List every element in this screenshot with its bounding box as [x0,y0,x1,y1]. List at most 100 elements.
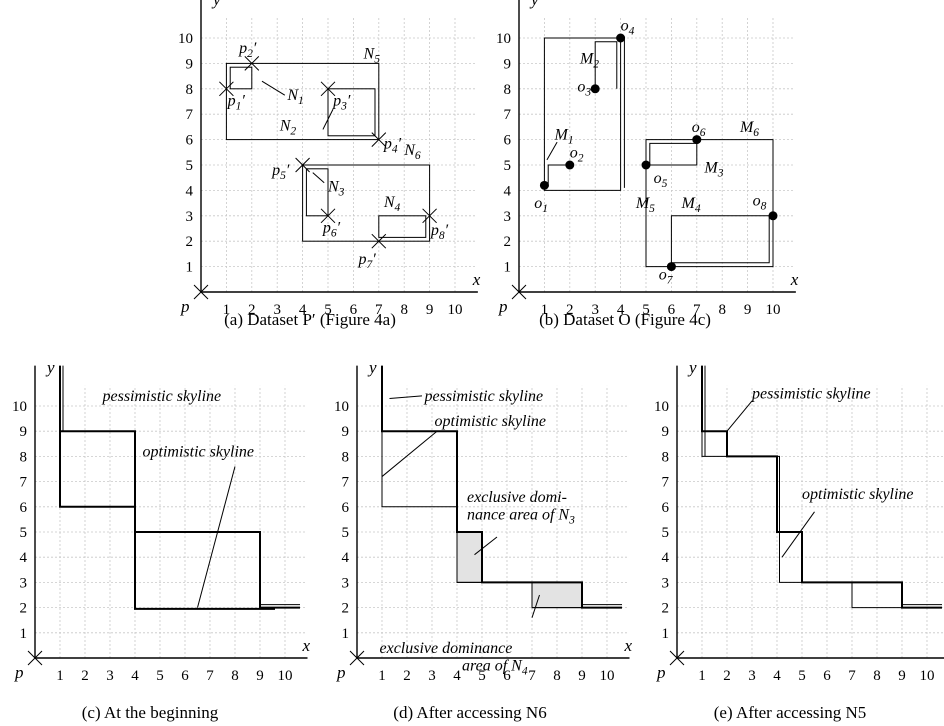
leader-N1 [261,80,286,96]
y-tick-label: 4 [662,550,670,566]
x-tick-label: 3 [591,302,599,318]
y-tick-label: 6 [342,500,350,516]
x-tick-label: 3 [748,668,756,684]
y-tick-label: 10 [178,31,193,47]
y-tick-label: 6 [20,500,28,516]
y-tick-label: 6 [504,133,512,149]
point-label-p5: p5′ [271,162,290,182]
node-N2 [327,88,376,137]
x-tick-label: 5 [478,668,486,684]
y-tick-label: 4 [186,183,194,199]
area1-line1: exclusive domi- [467,489,567,506]
y-tick-label: 8 [20,449,28,465]
node-label-M4: M4 [681,195,701,215]
node-M1 [547,164,570,187]
x-tick-label: 10 [920,668,935,684]
y-tick-label: 5 [186,158,194,174]
y-tick-label: 7 [186,107,194,123]
origin-label: p [14,663,24,682]
x-tick-label: 1 [223,302,231,318]
x-tick-label: 4 [453,668,461,684]
x-tick-label: 8 [553,668,561,684]
area1-line2: nance area of N3 [467,506,575,526]
point-label-p6: p6′ [322,219,341,239]
node-label-M5: M5 [635,195,655,215]
x-tick-label: 10 [766,302,781,318]
y-tick-label: 4 [504,183,512,199]
y-tick-label: 7 [20,475,28,491]
x-tick-label: 1 [698,668,706,684]
x-tick-label: 2 [248,302,256,318]
node-label-N3: N3 [327,179,345,199]
y-tick-label: 9 [342,424,350,440]
x-tick-label: 1 [541,302,549,318]
origin-marker [511,284,527,300]
origin-marker [27,650,43,666]
origin-marker [349,650,365,666]
y-tick-label: 5 [20,525,28,541]
y-tick-label: 9 [662,424,670,440]
point-label-o7: o7 [659,266,674,286]
origin-label: p [180,297,190,316]
y-tick-label: 4 [20,550,28,566]
leader-opt [781,511,815,558]
point-o3 [590,84,600,94]
y-tick-label: 6 [186,133,194,149]
y-tick-label: 10 [496,31,511,47]
y-tick-label: 1 [662,626,670,642]
grid [201,17,476,292]
node-label-N5: N5 [363,45,381,65]
point-o1 [539,180,549,190]
x-tick-label: 10 [278,668,293,684]
y-tick-label: 3 [504,209,512,225]
leader-area-N3 [474,536,498,556]
y-tick-label: 3 [342,575,350,591]
y-tick-label: 5 [662,525,670,541]
x-axis-label: x [302,636,311,655]
y-tick-label: 7 [342,475,350,491]
x-tick-label: 9 [744,302,752,318]
y-tick-label: 8 [186,82,194,98]
x-axis-label: x [624,636,633,655]
x-tick-label: 6 [350,302,358,318]
y-tick-label: 1 [342,626,350,642]
origin-label: p [336,663,346,682]
y-tick-label: 5 [504,158,512,174]
origin-label: p [656,663,666,682]
x-tick-label: 7 [375,302,383,318]
optimistic-skyline [381,431,622,609]
grid [519,17,794,292]
x-tick-label: 10 [600,668,615,684]
point-label-o6: o6 [692,119,706,139]
x-tick-label: 2 [566,302,574,318]
caption-b: (b) Dataset O (Figure 4c) [539,310,711,329]
origin-marker [193,284,209,300]
point-o6 [692,135,702,145]
point-label-o4: o4 [621,17,635,37]
x-tick-label: 8 [231,668,239,684]
leader-pess [389,395,423,399]
point-label-p3: p3′ [332,92,351,112]
leader-M1 [546,141,558,161]
optimistic-skyline [59,431,275,610]
point-o2 [565,160,575,170]
x-tick-label: 7 [528,668,536,684]
area2-line2: area of N4 [462,658,528,678]
x-tick-label: 8 [400,302,408,318]
y-tick-label: 2 [186,234,194,250]
point-label-p2: p2′ [238,40,257,60]
panel-c: 1 1 2 2 3 3 4 4 5 5 6 6 7 7 8 8 9 9 10 10 p x y pessimistic sky… [12,358,311,722]
point-o5 [641,160,651,170]
y-tick-label: 3 [20,575,28,591]
panel-b: 1 1 2 2 3 3 4 4 5 5 6 6 7 7 8 8 9 9 10 10 p x y o1 o2 o3 o4 o5 o6 o7 o… [496,0,799,329]
node-M6 [645,139,774,268]
node-N4 [378,215,427,238]
pessimistic-skyline [381,365,622,609]
y-tick-label: 6 [662,500,670,516]
area-N3 [456,531,483,583]
x-tick-label: 3 [106,668,114,684]
x-tick-label: 2 [723,668,731,684]
x-tick-label: 6 [503,668,511,684]
x-tick-label: 5 [642,302,650,318]
